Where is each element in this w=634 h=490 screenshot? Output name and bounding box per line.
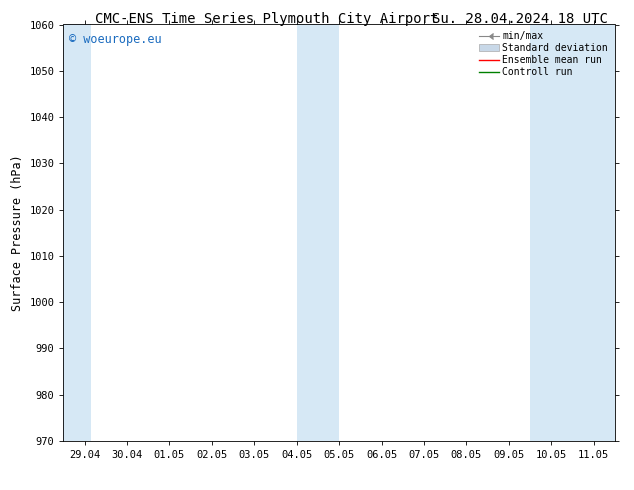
Bar	[297, 24, 339, 441]
Text: Su. 28.04.2024 18 UTC: Su. 28.04.2024 18 UTC	[432, 12, 608, 26]
Bar	[530, 24, 615, 441]
Text: © woeurope.eu: © woeurope.eu	[69, 33, 162, 46]
Y-axis label: Surface Pressure (hPa): Surface Pressure (hPa)	[11, 154, 24, 311]
Text: CMC-ENS Time Series Plymouth City Airport: CMC-ENS Time Series Plymouth City Airpor…	[94, 12, 438, 26]
Legend: min/max, Standard deviation, Ensemble mean run, Controll run: min/max, Standard deviation, Ensemble me…	[477, 29, 610, 79]
Bar	[63, 24, 91, 441]
